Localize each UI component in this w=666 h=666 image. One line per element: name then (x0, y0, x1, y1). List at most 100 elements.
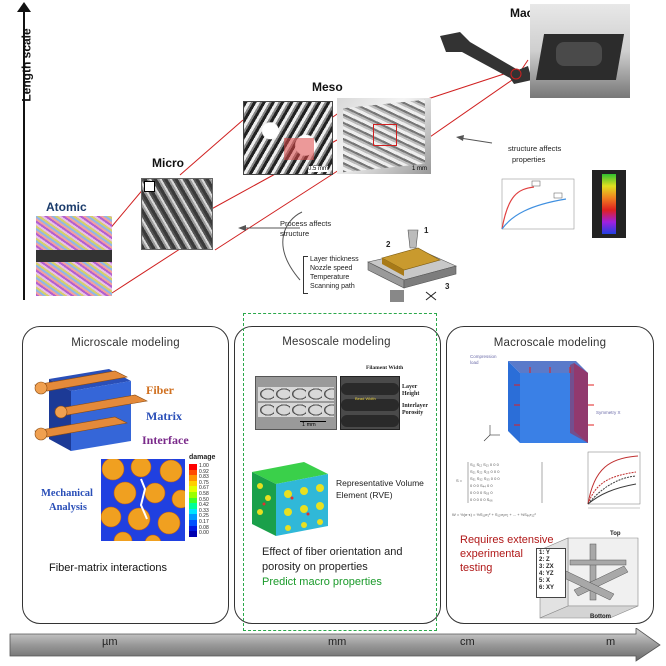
process-affects-line1: Process affects (280, 219, 332, 228)
mechanical-label-2: Analysis (49, 502, 87, 513)
damage-scale-value: 0.33 (199, 507, 209, 514)
damage-scale-row: 0.83 (189, 475, 225, 481)
tick-m: m (606, 636, 616, 648)
fdm-printer-illustration (367, 229, 457, 302)
printer-num-2: 2 (386, 240, 391, 249)
damage-scale-swatch (189, 497, 197, 504)
requires-line3: testing (460, 562, 493, 574)
meso-ct-image-1: 0.5 mm (243, 101, 333, 175)
damage-scale-swatch (189, 486, 197, 492)
damage-scale-value: 0.00 (199, 530, 209, 537)
rve-cube (252, 462, 328, 536)
meso-scale-bar-label-2: 1 mm (412, 166, 427, 172)
damage-scale-row: 0.92 (189, 468, 225, 476)
meso-ct-image-2: 1 mm (337, 98, 431, 174)
damage-scale-value: 0.58 (199, 490, 209, 497)
interface-label: Interface (142, 433, 189, 447)
damage-scale-row: 0.42 (189, 503, 225, 509)
length-scale-bottom-arrow (9, 628, 661, 662)
damage-scale-swatch (189, 531, 197, 537)
printer-num-3: 3 (445, 282, 450, 291)
legend-item-3: 3: ZX (539, 564, 554, 570)
matrix-label: Matrix (146, 409, 182, 423)
damage-scale-row: 0.25 (189, 514, 225, 520)
svg-text:S₃₁ S₃₂ S₃₃ 0 0 0: S₃₁ S₃₂ S₃₃ 0 0 0 (470, 476, 500, 481)
damage-scale-value: 1.00 (199, 463, 209, 469)
damage-scale-row: 0.67 (189, 486, 225, 492)
param-layer-thickness: Layer thickness (310, 256, 359, 263)
stiffness-matrix-equation: S = S₁₁ S₁₂ S₁₃ 0 0 0 S₂₁ S₂₂ S₂₃ 0 0 0 … (452, 462, 543, 517)
param-nozzle-speed: Nozzle speed (310, 265, 353, 272)
bead-width-label: Bead Width (355, 396, 376, 401)
layer-height-line1: Layer (402, 384, 418, 390)
legend-item-4: 4: YZ (539, 571, 554, 577)
stress-strain-plot-small (501, 178, 575, 230)
damage-scale-swatch (189, 525, 197, 532)
dic-strain-map (592, 170, 626, 238)
tick-cm: cm (460, 636, 475, 648)
requires-line2: experimental (460, 548, 523, 560)
meso-bead-schematic: Bead Width (340, 376, 400, 430)
printer-num-1: 1 (424, 226, 429, 235)
svg-text:0 0 0 0 S₅₅ 0: 0 0 0 0 S₅₅ 0 (470, 490, 493, 495)
structure-affects-line1: structure affects (508, 144, 562, 153)
structure-affects-line2: properties (512, 155, 546, 164)
damage-label: damage (189, 454, 216, 461)
effect-text-line2: porosity on properties (262, 561, 368, 573)
params-bracket (303, 256, 308, 294)
requires-line1: Requires extensive (460, 534, 554, 546)
rve-label-line1: Representative Volume (336, 478, 424, 488)
micro-sem-image (141, 178, 213, 250)
damage-scale-row: 1.00 (189, 463, 225, 470)
symmetry-x-label: Symmetry X (596, 410, 621, 415)
svg-text:0 0 0 S₄₄ 0 0: 0 0 0 S₄₄ 0 0 (470, 483, 493, 488)
mesoscale-dashed-highlight (243, 313, 437, 631)
damage-scale-value: 0.25 (199, 513, 209, 520)
damage-scale-row: 0.58 (189, 490, 225, 498)
layer-height-line2: Height (402, 391, 420, 397)
damage-scale-value: 0.50 (199, 496, 209, 503)
bottom-label: Bottom (590, 614, 611, 620)
damage-scale-value: 0.75 (199, 479, 209, 486)
damage-contour-plot (101, 459, 185, 541)
fiber-matrix-schematic (34, 369, 148, 451)
damage-scale-swatch (189, 491, 197, 498)
damage-scale-swatch (189, 514, 197, 520)
specimen-orientation-box (539, 537, 639, 619)
meso-scale-bar-label: 0.5 mm (307, 166, 328, 172)
macro-stress-strain-plot (587, 451, 641, 509)
damage-scale-swatch (189, 508, 197, 515)
svg-text:S =: S = (456, 478, 463, 483)
damage-scale-value: 0.08 (199, 524, 209, 531)
meso-label: Meso (312, 80, 343, 94)
macro-fe-cube (483, 361, 594, 443)
atomic-simulation-image (36, 216, 112, 296)
interlayer-porosity-line1: Interlayer (402, 403, 428, 409)
damage-scale-value: 0.67 (199, 485, 209, 492)
compression-load-line2: load (470, 360, 479, 365)
tensile-specimen (440, 32, 532, 84)
predict-macro-text: Predict macro properties (262, 576, 382, 588)
atomic-label: Atomic (46, 200, 87, 214)
filament-width-label: Filament Width (366, 365, 404, 371)
mechanical-label-1: Mechanical (41, 488, 93, 499)
fiber-matrix-caption: Fiber-matrix interactions (49, 562, 167, 574)
macroscale-title: Macroscale modeling (493, 337, 607, 349)
legend-item-6: 6: XY (539, 585, 555, 591)
legend-item-2: 2: Z (539, 557, 550, 563)
length-scale-axis (23, 8, 25, 300)
svg-text:S₂₁ S₂₂ S₂₃ 0 0 0: S₂₁ S₂₂ S₂₃ 0 0 0 (470, 469, 500, 474)
meso-cross-section-image: 1 mm (255, 376, 337, 430)
axis-arrowhead (17, 2, 31, 12)
damage-scale-value: 0.42 (199, 502, 209, 509)
tick-um: µm (102, 636, 118, 648)
damage-scale-row: 0.08 (189, 524, 225, 532)
compression-load-line1: Compression (470, 354, 497, 359)
legend-item-5: 5: X (539, 578, 551, 584)
param-scanning-path: Scanning path (310, 283, 355, 290)
legend-item-1: 1: Y (539, 550, 550, 556)
tick-mm: mm (328, 636, 347, 648)
damage-scale-value: 0.92 (199, 468, 209, 475)
orientation-legend (536, 548, 566, 598)
damage-scale-swatch (189, 480, 197, 487)
